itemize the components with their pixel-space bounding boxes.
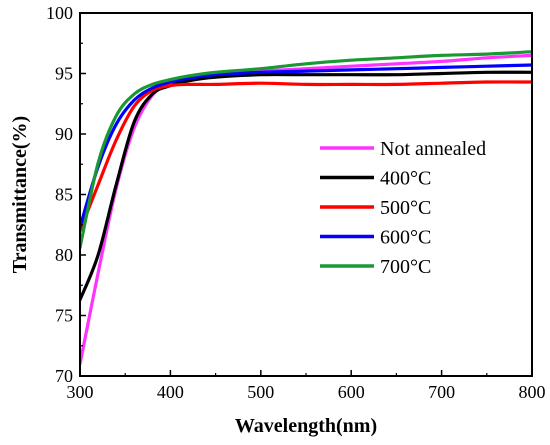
series-line-1 — [80, 70, 532, 302]
x-tick-label-3: 600 — [338, 382, 365, 402]
x-tick-label-2: 500 — [247, 382, 274, 402]
y-tick-label-4: 90 — [55, 124, 73, 144]
x-tick-label-5: 800 — [519, 382, 546, 402]
legend: Not annealed 400°C 500°C 600°C 700°C — [320, 138, 486, 278]
y-tick-label-2: 80 — [55, 245, 73, 265]
series-line-2 — [80, 80, 532, 233]
legend-label-4: 700°C — [380, 256, 431, 278]
y-tick-label-0: 70 — [55, 366, 73, 386]
ticks-layer: 300 400 500 600 700 800 70 75 80 85 90 95 100 — [46, 3, 546, 402]
x-tick-label-0: 300 — [67, 382, 94, 402]
legend-label-3: 600°C — [380, 227, 431, 249]
series-line-3 — [80, 63, 532, 229]
y-tick-label-6: 100 — [46, 3, 73, 23]
y-tick-label-1: 75 — [55, 306, 73, 326]
x-tick-label-1: 400 — [157, 382, 184, 402]
legend-label-1: 400°C — [380, 168, 431, 190]
x-tick-label-4: 700 — [428, 382, 455, 402]
y-axis-title: Transmittance(%) — [9, 116, 31, 273]
x-axis-title: Wavelength(nm) — [235, 415, 377, 437]
series-line-0 — [80, 53, 532, 366]
legend-label-0: Not annealed — [380, 138, 486, 160]
legend-label-2: 500°C — [380, 197, 431, 219]
series-line-4 — [80, 50, 532, 250]
y-tick-label-3: 85 — [55, 185, 73, 205]
y-tick-label-5: 95 — [55, 64, 73, 84]
series-layer — [80, 50, 532, 366]
